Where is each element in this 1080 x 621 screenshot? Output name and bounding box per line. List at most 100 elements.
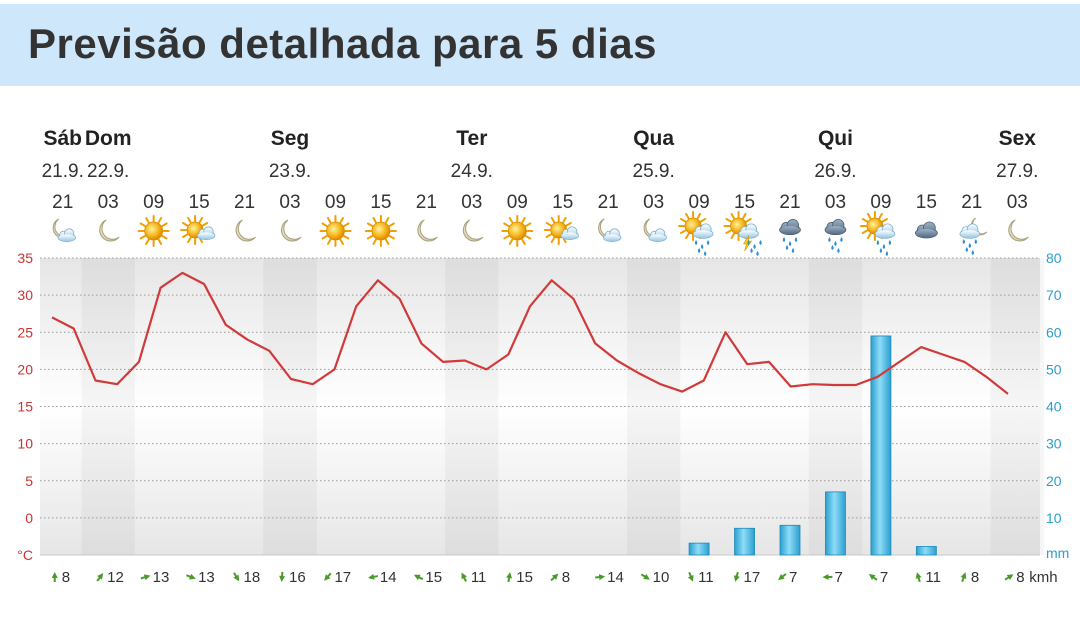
wind-arrow-icon (822, 573, 833, 580)
wind-speed: 8 (62, 569, 70, 586)
day-name-sáb: Sáb (43, 127, 82, 150)
wind-arrow-icon (506, 572, 513, 583)
day-name-dom: Dom (85, 127, 132, 150)
wind-speed: 18 (244, 569, 261, 586)
temperature-tick: 5 (25, 473, 33, 489)
precipitation-tick: 50 (1046, 361, 1062, 377)
day-date: 26.9. (814, 161, 856, 182)
moon-rain-icon (959, 217, 988, 255)
temperature-tick: 10 (17, 436, 33, 452)
wind-arrow-icon (413, 574, 424, 581)
temperature-series (51, 271, 1009, 395)
weather-icons (52, 211, 1029, 256)
sun-thunder-icon (723, 211, 762, 256)
day-date: 25.9. (633, 161, 675, 182)
temperature-unit: °C (17, 547, 33, 563)
page-title: Previsão detalhada para 5 dias (28, 20, 657, 67)
moon-icon (281, 219, 302, 242)
hour-label: 15 (734, 192, 755, 213)
temperature-tick: 20 (17, 361, 33, 377)
precipitation-tick: 20 (1046, 473, 1062, 489)
wind-arrow-icon (640, 573, 650, 580)
wind-arrow-icon (96, 573, 104, 582)
precipitation-tick: 70 (1046, 287, 1062, 303)
precipitation-tick: 80 (1046, 250, 1062, 266)
hour-label: 21 (52, 192, 73, 213)
hour-label: 09 (143, 192, 164, 213)
wind-speed: 11 (925, 569, 941, 586)
wind-speed: 15 (516, 569, 533, 586)
wind-arrow-icon (733, 571, 740, 582)
wind-speed: 7 (834, 569, 842, 586)
precipitation-tick: 40 (1046, 399, 1062, 415)
sun-icon (501, 215, 534, 247)
title-bar: Previsão detalhada para 5 dias (0, 4, 1080, 86)
wind-arrow-icon (550, 573, 559, 582)
wind-speed: 12 (107, 569, 124, 586)
precipitation-tick: 60 (1046, 324, 1062, 340)
precipitation-bar (688, 542, 710, 556)
wind-speed: 11 (698, 569, 714, 586)
wind-speed: 7 (789, 569, 797, 586)
wind-arrow-icon (140, 574, 151, 581)
hour-label: 03 (98, 192, 119, 213)
wind-arrow-icon (461, 572, 467, 582)
wind-arrow-icon (778, 573, 787, 581)
precipitation-bars (688, 335, 937, 556)
wind-speed: 15 (425, 569, 442, 586)
rain-icon (779, 219, 801, 253)
day-date: 23.9. (269, 161, 311, 182)
moon-icon (462, 219, 484, 242)
wind-arrow-icon (51, 572, 58, 582)
sun-icon (319, 215, 352, 247)
temperature-tick: 25 (17, 324, 33, 340)
hour-label: 03 (825, 192, 846, 213)
moon-icon (1008, 219, 1029, 242)
cloud-icon (914, 221, 938, 239)
precipitation-bar (870, 335, 892, 556)
hour-label: 03 (461, 192, 482, 213)
wind-unit: kmh (1029, 569, 1057, 586)
day-date: 21.9. (42, 161, 84, 182)
day-name-qui: Qui (818, 127, 853, 150)
temperature-line (51, 271, 1009, 395)
wind-speed: 13 (153, 569, 170, 586)
wind-arrow-icon (915, 572, 922, 583)
moon-cloud-icon (52, 218, 76, 243)
sun-cloud-icon (543, 215, 579, 245)
wind-speed: 8 (562, 569, 570, 586)
precipitation-unit: mm (1046, 545, 1069, 561)
hour-label: 21 (416, 192, 437, 213)
day-name-sex: Sex (999, 127, 1037, 150)
hour-label: 09 (870, 192, 891, 213)
rain-icon (824, 219, 847, 253)
precipitation-bar (915, 546, 937, 556)
moon-icon (417, 219, 438, 242)
hour-label: 15 (916, 192, 937, 213)
wind-speed: 14 (380, 569, 397, 586)
sun-icon (137, 215, 170, 247)
wind-arrow-icon (324, 572, 332, 581)
day-name-ter: Ter (456, 127, 487, 150)
moon-icon (235, 219, 256, 242)
hour-label: 03 (279, 192, 300, 213)
wind-speed: 17 (334, 569, 351, 586)
wind-arrow-icon (279, 571, 286, 582)
wind-speed: 13 (198, 569, 215, 586)
hour-label: 15 (552, 192, 573, 213)
wind-arrow-icon (868, 574, 878, 581)
sun-cloud-icon (180, 215, 216, 245)
moon-icon (99, 219, 120, 242)
precipitation-tick: 10 (1046, 510, 1062, 526)
wind-arrow-icon (595, 574, 606, 581)
plot-area (40, 257, 1040, 556)
day-headers: Sáb 21.9.Dom 22.9. Seg 23.9. Ter 24.9. Qua 25.9.… (42, 127, 1039, 182)
hour-label: 09 (325, 192, 346, 213)
wind-arrow-icon (186, 573, 196, 580)
wind-row: 8 12 13 13 18 16 17 14 15 11 15 8 14 10 11 17 7 7 7 11 8 8 kmh (51, 569, 1058, 586)
hour-label: 09 (689, 192, 710, 213)
temperature-tick: 0 (25, 510, 33, 526)
hour-label: 21 (598, 192, 619, 213)
precipitation-tick: 30 (1046, 436, 1062, 452)
